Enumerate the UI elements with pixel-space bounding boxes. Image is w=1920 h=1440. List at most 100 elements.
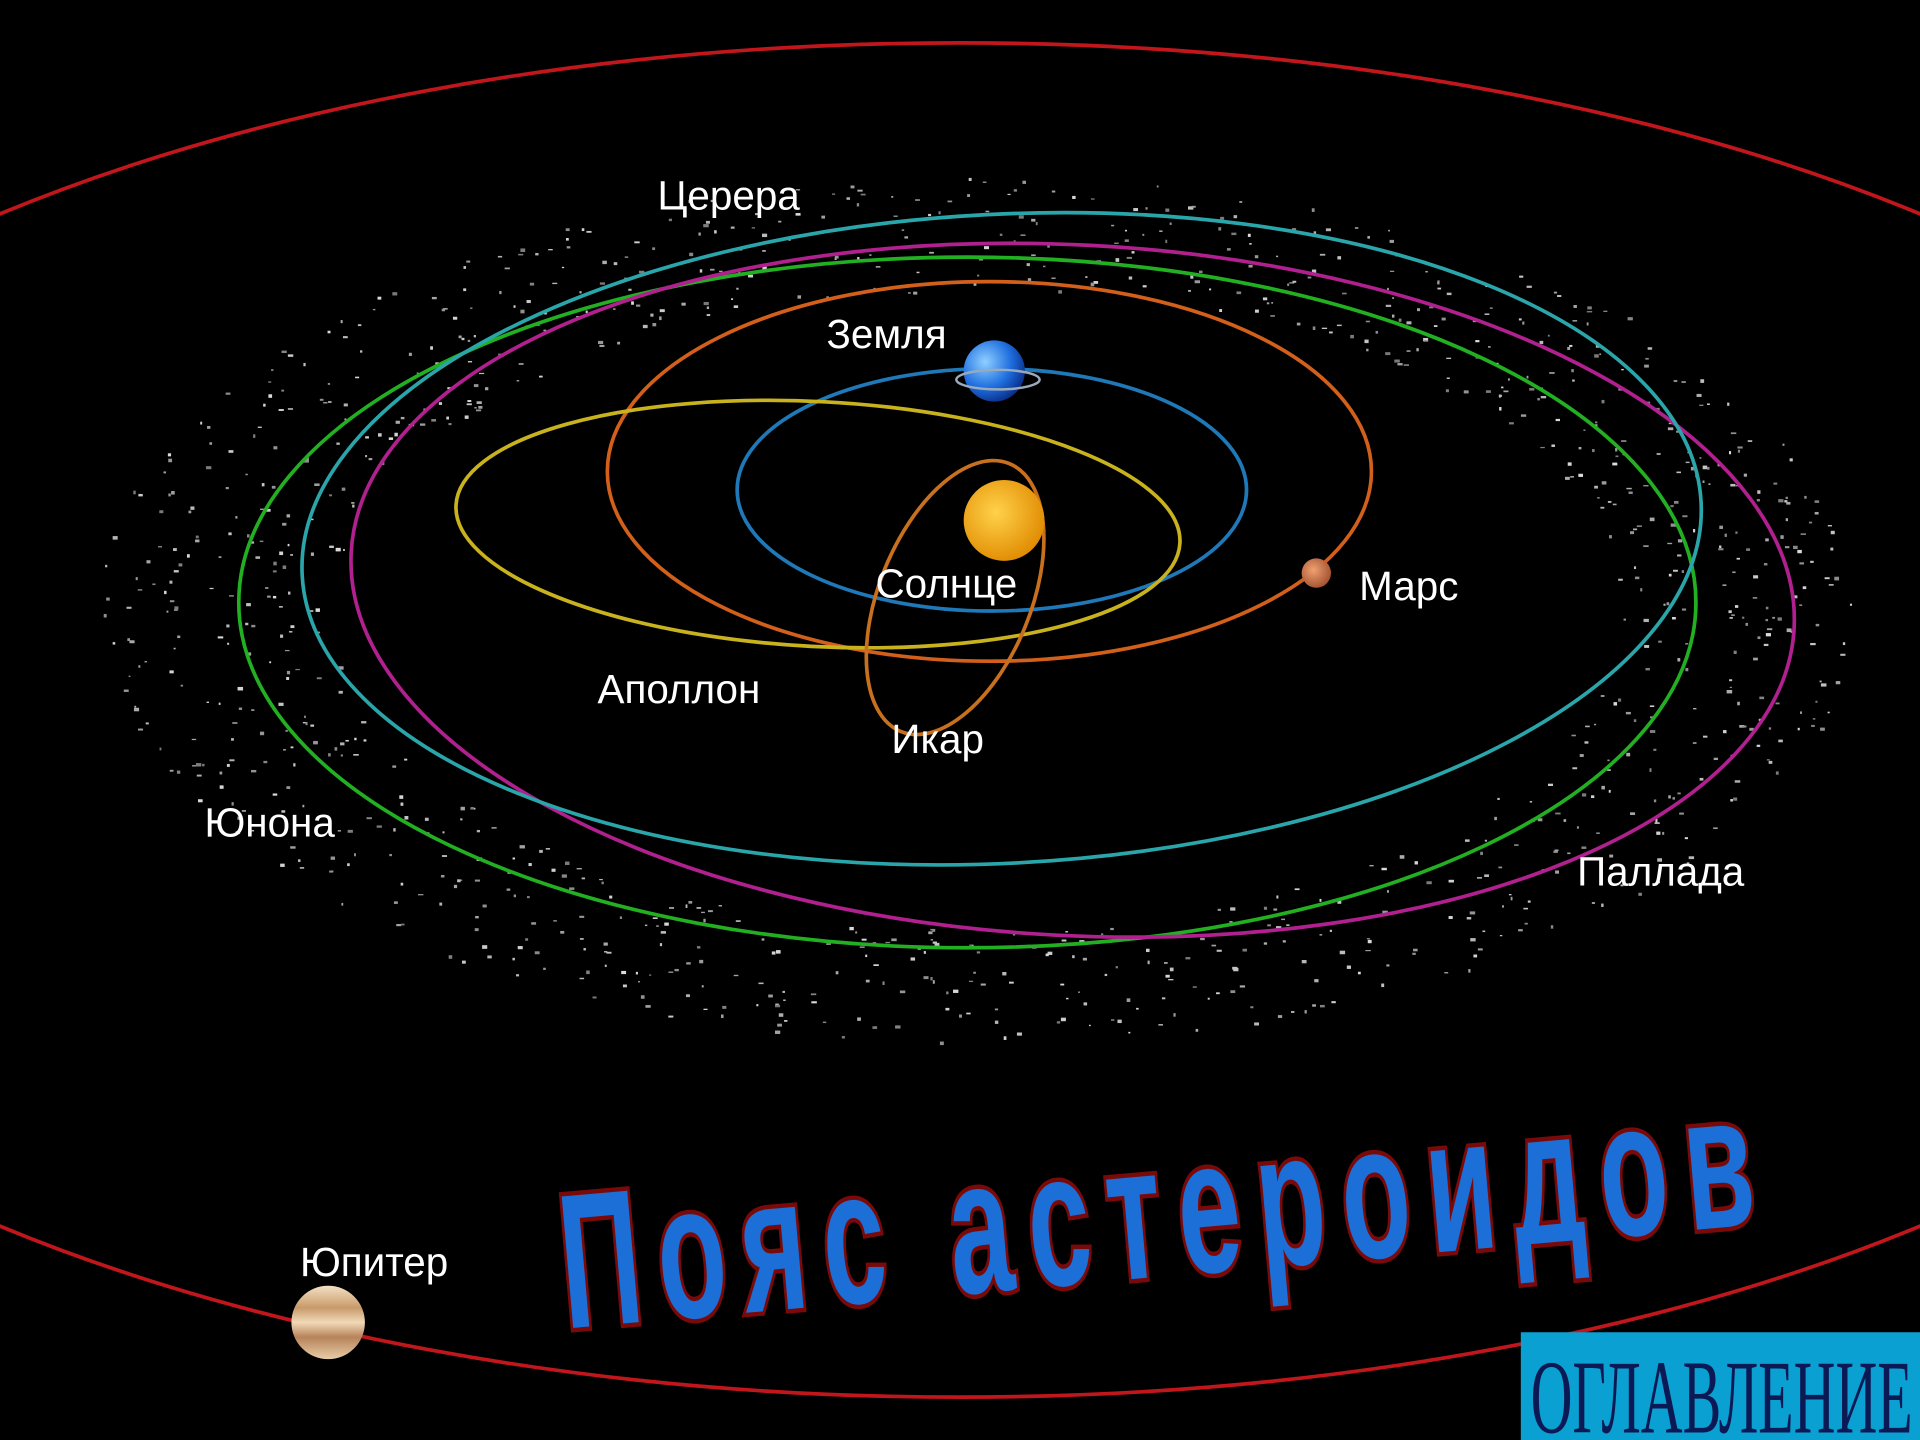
asteroid	[229, 595, 234, 596]
asteroid	[1718, 548, 1723, 550]
asteroid	[430, 346, 433, 349]
asteroid	[202, 764, 204, 766]
asteroid	[1127, 998, 1131, 1002]
asteroid	[1678, 539, 1682, 542]
asteroid	[1125, 239, 1129, 242]
asteroid	[1601, 904, 1603, 907]
asteroid	[1644, 365, 1649, 368]
asteroid	[439, 903, 442, 906]
asteroid	[1645, 668, 1649, 670]
asteroid	[948, 201, 953, 203]
asteroid	[1091, 283, 1095, 287]
asteroid	[1686, 462, 1690, 463]
asteroid	[468, 361, 472, 362]
asteroid	[1673, 797, 1675, 799]
asteroid	[246, 603, 251, 606]
asteroid	[1446, 358, 1451, 359]
asteroid	[1644, 619, 1649, 622]
asteroid	[1825, 577, 1830, 579]
asteroid	[1449, 880, 1454, 883]
asteroid	[721, 1014, 724, 1018]
asteroid	[1248, 265, 1252, 268]
asteroid	[722, 1006, 726, 1009]
asteroid	[1283, 940, 1286, 942]
asteroid	[353, 754, 359, 756]
asteroid	[1111, 1019, 1114, 1020]
contents-button[interactable]: ОГЛАВЛЕНИЕ	[1521, 1332, 1920, 1440]
asteroid	[846, 197, 850, 200]
asteroid	[188, 511, 191, 514]
asteroid	[1722, 584, 1726, 585]
asteroid	[271, 369, 273, 371]
asteroid	[482, 945, 487, 949]
asteroid	[1592, 449, 1595, 452]
asteroid	[719, 271, 723, 272]
asteroid	[463, 288, 466, 291]
asteroid	[535, 253, 538, 255]
asteroid	[1110, 928, 1114, 930]
asteroid	[1730, 484, 1735, 487]
asteroid	[1320, 1005, 1325, 1007]
asteroid	[1498, 867, 1502, 869]
asteroid	[1738, 450, 1740, 453]
asteroid	[706, 221, 710, 224]
asteroid	[1273, 908, 1277, 910]
asteroid	[113, 642, 116, 644]
asteroid	[983, 182, 987, 183]
asteroid	[1376, 331, 1378, 334]
asteroid	[1713, 828, 1718, 829]
asteroid	[984, 246, 989, 249]
asteroid	[772, 951, 776, 954]
asteroid	[474, 407, 476, 408]
asteroid	[1669, 574, 1672, 577]
asteroid	[1703, 736, 1707, 738]
asteroid	[778, 221, 781, 223]
asteroid	[1337, 325, 1342, 326]
asteroid	[1486, 390, 1491, 393]
asteroid	[710, 269, 714, 271]
asteroid	[1577, 826, 1579, 828]
asteroid	[1485, 840, 1487, 842]
asteroid	[369, 458, 373, 460]
asteroid	[1052, 191, 1055, 193]
asteroid	[133, 491, 135, 495]
asteroid	[431, 419, 436, 422]
asteroid	[1657, 453, 1661, 455]
asteroid	[731, 227, 735, 229]
asteroid	[1009, 982, 1014, 984]
asteroid	[1170, 968, 1174, 972]
asteroid	[577, 868, 582, 869]
asteroid	[288, 592, 290, 595]
asteroid	[704, 302, 709, 305]
asteroid	[1583, 430, 1585, 431]
asteroid	[475, 916, 479, 918]
asteroid	[268, 381, 271, 382]
asteroid	[1366, 349, 1368, 352]
asteroid	[1234, 215, 1238, 218]
asteroid	[946, 991, 948, 994]
asteroid	[174, 606, 178, 609]
asteroid	[1764, 563, 1768, 565]
asteroid	[1366, 321, 1370, 323]
asteroid	[1364, 340, 1368, 344]
asteroid	[1682, 515, 1687, 517]
label-pallas: Паллада	[1577, 848, 1745, 894]
asteroid	[1729, 451, 1731, 454]
asteroid	[1164, 962, 1168, 964]
asteroid	[1621, 440, 1626, 442]
asteroid	[762, 250, 766, 252]
button-label[interactable]: ОГЛАВЛЕНИЕ	[1531, 1339, 1913, 1440]
asteroid	[756, 1004, 758, 1006]
asteroid	[159, 510, 163, 513]
asteroid	[1682, 570, 1684, 573]
asteroid	[343, 336, 348, 338]
asteroid	[1230, 907, 1235, 910]
asteroid	[461, 807, 465, 811]
asteroid	[1312, 1004, 1316, 1006]
asteroid	[1580, 754, 1584, 757]
asteroid	[1412, 953, 1415, 955]
asteroid	[1728, 610, 1731, 613]
asteroid	[1518, 929, 1523, 931]
asteroid	[895, 1025, 900, 1028]
asteroid	[1764, 644, 1769, 646]
